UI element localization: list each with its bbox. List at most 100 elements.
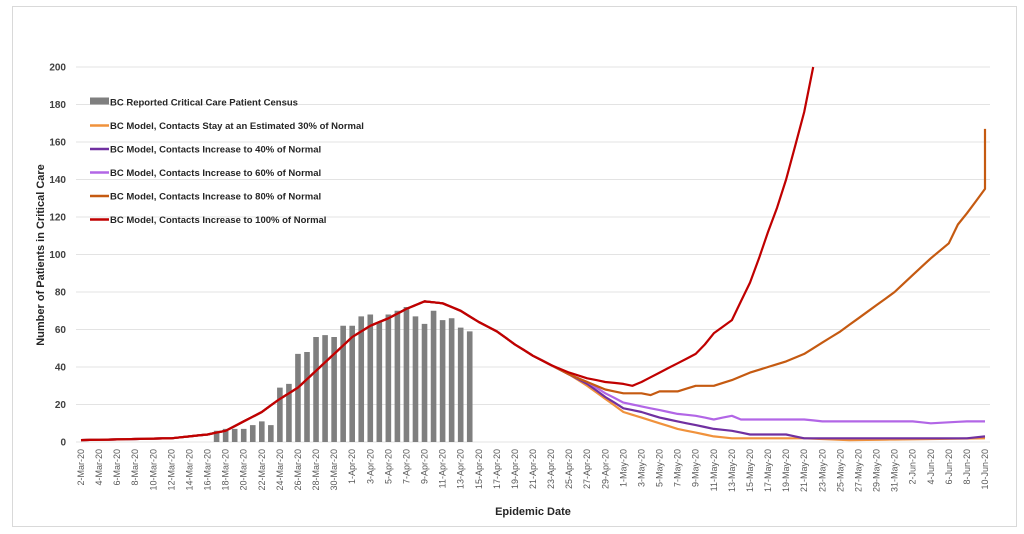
y-tick-label: 20 — [55, 400, 67, 411]
census-bar — [340, 325, 346, 442]
x-tick-label: 4-Jun-20 — [926, 449, 936, 485]
y-tick-label: 200 — [49, 63, 66, 74]
x-tick-label: 25-Apr-20 — [564, 449, 574, 489]
y-tick-label: 100 — [49, 250, 66, 261]
legend: BC Reported Critical Care Patient Census… — [90, 97, 364, 226]
census-bar — [385, 314, 392, 442]
x-tick-label: 7-May-20 — [673, 449, 683, 487]
legend-label: BC Model, Contacts Increase to 40% of No… — [110, 145, 321, 156]
x-tick-label: 22-Mar-20 — [257, 449, 267, 491]
bar-series — [213, 307, 473, 442]
x-tick-label: 11-Apr-20 — [438, 449, 448, 488]
line-60pct — [80, 300, 985, 442]
y-tick-label: 40 — [55, 363, 67, 374]
census-bar — [313, 337, 319, 442]
census-bar — [222, 428, 229, 442]
census-bar — [421, 323, 428, 442]
census-bar — [322, 335, 328, 442]
census-bar — [448, 318, 455, 442]
x-tick-label: 29-Apr-20 — [600, 449, 610, 489]
census-bar — [304, 352, 310, 442]
line-40pct — [80, 300, 986, 442]
census-bar — [376, 322, 383, 442]
x-tick-label: 27-Apr-20 — [582, 449, 592, 489]
census-bar — [394, 310, 401, 442]
census-bar — [240, 428, 247, 442]
x-tick-label: 30-Mar-20 — [329, 449, 339, 491]
x-tick-label: 21-Apr-20 — [528, 449, 538, 489]
x-tick-label: 26-Mar-20 — [293, 449, 303, 491]
x-tick-label: 15-May-20 — [745, 449, 755, 492]
census-bar — [358, 316, 365, 442]
x-tick-label: 17-Apr-20 — [492, 449, 502, 489]
legend-label: BC Model, Contacts Increase to 80% of No… — [110, 192, 321, 203]
x-tick-label: 14-Mar-20 — [185, 449, 195, 491]
x-tick-label: 28-Mar-20 — [311, 449, 321, 491]
census-bar — [249, 425, 256, 442]
legend-label: BC Model, Contacts Increase to 100% of N… — [110, 215, 326, 226]
x-tick-label: 15-Apr-20 — [474, 449, 484, 489]
x-tick-label: 8-Jun-20 — [962, 449, 972, 485]
x-tick-label: 13-Apr-20 — [456, 449, 466, 489]
census-bar — [403, 307, 410, 442]
x-axis-title: Epidemic Date — [495, 506, 571, 518]
x-tick-label: 6-Jun-20 — [944, 449, 954, 485]
census-bar — [277, 387, 283, 442]
census-bar — [439, 320, 446, 442]
census-bar — [231, 428, 238, 442]
x-tick-label: 21-May-20 — [799, 449, 809, 492]
x-tick-label: 19-Apr-20 — [510, 449, 520, 489]
x-tick-label: 8-Mar-20 — [130, 449, 140, 486]
y-tick-label: 120 — [49, 213, 66, 224]
y-tick-label: 180 — [49, 100, 66, 111]
legend-label: BC Model, Contacts Stay at an Estimated … — [110, 121, 364, 132]
x-tick-label: 13-May-20 — [727, 449, 737, 492]
census-bar — [268, 425, 274, 442]
x-tick-label: 10-Jun-20 — [980, 449, 990, 490]
x-tick-label: 31-May-20 — [890, 449, 900, 492]
y-tick-label: 80 — [55, 288, 67, 299]
x-tick-label: 25-May-20 — [835, 449, 845, 492]
x-tick-label: 19-May-20 — [781, 449, 791, 492]
census-bar — [367, 314, 374, 442]
x-tick-label: 2-Mar-20 — [76, 449, 86, 486]
line-30pct — [80, 300, 986, 442]
x-tick-label: 2-Jun-20 — [908, 449, 918, 485]
y-axis-ticks: 0 20 40 60 80 100 120 140 160 180 200 — [49, 63, 66, 449]
x-tick-label: 18-Mar-20 — [221, 449, 231, 491]
x-tick-label: 17-May-20 — [763, 449, 773, 492]
legend-label: BC Reported Critical Care Patient Census — [110, 98, 298, 109]
x-tick-label: 1-Apr-20 — [347, 449, 357, 484]
x-tick-label: 9-Apr-20 — [420, 449, 430, 484]
line-series — [80, 66, 987, 442]
census-bar — [213, 430, 220, 442]
census-bar — [349, 325, 355, 442]
x-tick-label: 5-Apr-20 — [383, 449, 393, 484]
x-tick-label: 29-May-20 — [872, 449, 882, 492]
census-bar — [286, 383, 292, 442]
y-tick-label: 140 — [49, 175, 66, 186]
legend-swatch-bar — [90, 97, 109, 105]
census-bar — [295, 353, 301, 442]
x-tick-label: 16-Mar-20 — [203, 449, 213, 491]
x-tick-label: 20-Mar-20 — [239, 449, 249, 491]
x-tick-label: 24-Mar-20 — [275, 449, 285, 491]
x-tick-label: 4-Mar-20 — [94, 449, 104, 486]
census-bar — [466, 331, 473, 442]
y-tick-label: 160 — [49, 138, 66, 149]
y-tick-label: 0 — [60, 438, 66, 449]
census-bar — [331, 337, 337, 442]
x-tick-label: 5-May-20 — [655, 449, 665, 487]
x-tick-label: 12-Mar-20 — [166, 449, 176, 491]
census-bar — [430, 310, 437, 442]
census-bar — [457, 327, 464, 442]
x-tick-label: 6-Mar-20 — [112, 449, 122, 486]
x-tick-label: 7-Apr-20 — [401, 449, 411, 484]
x-tick-label: 3-Apr-20 — [365, 449, 375, 484]
x-tick-label: 27-May-20 — [853, 449, 863, 492]
census-bar — [412, 316, 419, 442]
x-tick-label: 1-May-20 — [618, 449, 628, 487]
x-tick-label: 3-May-20 — [637, 449, 647, 487]
census-bar — [259, 421, 265, 442]
line-100pct — [80, 66, 815, 442]
